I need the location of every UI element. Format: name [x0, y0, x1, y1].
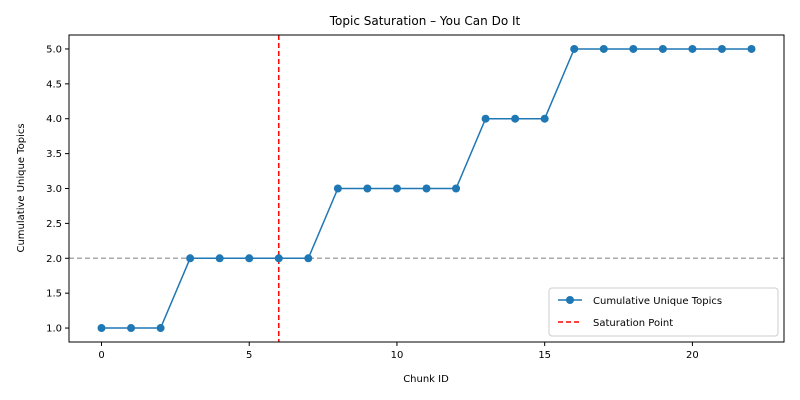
data-point — [127, 324, 136, 333]
x-axis-label: Chunk ID — [403, 374, 449, 385]
data-point — [97, 324, 106, 333]
data-point — [658, 44, 667, 53]
y-tick-label: 1.5 — [46, 289, 62, 300]
y-tick-label: 3.5 — [46, 149, 62, 160]
data-point — [186, 254, 195, 263]
x-tick-label: 5 — [246, 350, 252, 361]
data-point — [629, 44, 638, 53]
data-point — [392, 184, 401, 193]
y-tick-label: 1.0 — [46, 324, 62, 335]
data-point — [363, 184, 372, 193]
data-point — [717, 44, 726, 53]
y-tick-label: 4.0 — [46, 114, 62, 125]
x-tick-label: 10 — [391, 350, 404, 361]
data-point — [540, 114, 549, 123]
legend-swatch-marker-series — [566, 296, 574, 304]
y-tick-label: 5.0 — [46, 44, 62, 55]
data-point — [156, 324, 165, 333]
data-point — [304, 254, 313, 263]
legend-label-series: Cumulative Unique Topics — [593, 296, 722, 307]
legend: Cumulative Unique Topics Saturation Poin… — [548, 287, 779, 337]
x-tick-label: 15 — [538, 350, 551, 361]
data-point — [570, 44, 579, 53]
data-point — [274, 254, 283, 263]
y-tick-label: 3.0 — [46, 184, 62, 195]
data-point — [452, 184, 461, 193]
data-point — [481, 114, 490, 123]
data-point — [511, 114, 520, 123]
data-point — [333, 184, 342, 193]
data-point — [215, 254, 224, 263]
legend-box — [548, 287, 779, 337]
x-tick-label: 20 — [686, 350, 699, 361]
data-point — [245, 254, 254, 263]
chart-title: Topic Saturation – You Can Do It — [329, 14, 521, 28]
data-point — [747, 44, 756, 53]
y-axis-label: Cumulative Unique Topics — [16, 123, 27, 252]
data-point — [688, 44, 697, 53]
x-tick-label: 0 — [98, 350, 104, 361]
y-tick-label: 2.5 — [46, 219, 62, 230]
plot-frame — [68, 34, 785, 343]
y-tick-label: 4.5 — [46, 79, 62, 90]
data-point — [422, 184, 431, 193]
data-point — [599, 44, 608, 53]
plot-area: 0 5 10 15 20 1.0 1.5 2.0 2.5 3.0 3.5 4.0 4.5 5.0 — [46, 35, 784, 361]
y-tick-label: 2.0 — [46, 254, 62, 265]
legend-label-saturation: Saturation Point — [593, 318, 673, 329]
